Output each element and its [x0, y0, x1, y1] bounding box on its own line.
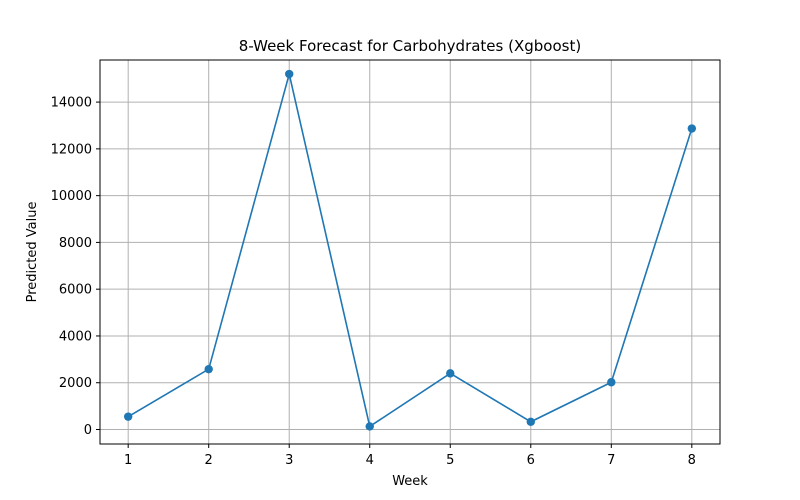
plot-area-border — [99, 59, 721, 445]
y-axis: 0 2000 4000 6000 8000 10000 12000 14000 — [51, 96, 100, 438]
y-tick-label: 14000 — [51, 96, 92, 111]
y-tick-label: 10000 — [51, 189, 92, 204]
data-point — [446, 369, 455, 378]
plot-frame — [99, 59, 721, 445]
chart-title: 8-Week Forecast for Carbohydrates (Xgboo… — [239, 37, 581, 55]
x-tick-label: 1 — [124, 453, 132, 468]
data-series — [123, 69, 697, 431]
x-tick-label: 7 — [607, 453, 615, 468]
y-tick-label: 2000 — [59, 376, 92, 391]
data-point — [204, 364, 213, 374]
y-tick-label: 4000 — [59, 329, 92, 344]
data-point — [365, 422, 374, 431]
y-tick-label: 12000 — [51, 142, 92, 157]
x-tick-label: 8 — [688, 453, 696, 468]
data-point — [687, 124, 697, 133]
data-point — [123, 412, 133, 421]
x-tick-label: 3 — [285, 453, 293, 468]
x-tick-label: 2 — [205, 453, 213, 468]
y-tick-label: 0 — [84, 423, 92, 438]
y-tick-label: 8000 — [59, 236, 92, 251]
y-tick-label: 6000 — [59, 283, 92, 298]
x-tick-label: 4 — [366, 453, 374, 468]
data-point — [285, 69, 294, 79]
y-axis-label: Predicted Value — [25, 202, 40, 303]
gridlines — [100, 60, 720, 444]
x-tick-label: 6 — [527, 453, 535, 468]
x-tick-label: 5 — [446, 453, 454, 468]
x-axis-label: Week — [392, 474, 428, 489]
data-point — [526, 417, 535, 426]
data-point — [607, 378, 616, 387]
series-line — [127, 73, 693, 428]
x-axis: 1 2 3 4 5 6 7 8 — [124, 444, 696, 468]
